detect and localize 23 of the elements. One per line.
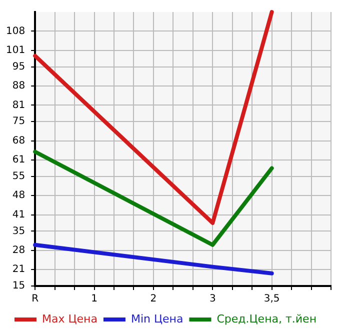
x-tick-label: 3,5 xyxy=(264,294,280,305)
x-tick-label: 2 xyxy=(150,294,157,305)
y-tick-label: 48 xyxy=(12,190,26,202)
x-tick-label: R xyxy=(32,294,39,305)
y-tick-label: 35 xyxy=(12,226,26,237)
legend-label: Min Цена xyxy=(130,312,184,326)
legend-label: Сред.Цена, т.йен xyxy=(216,312,317,326)
x-tick-label: 3 xyxy=(209,294,216,305)
y-tick-label: 21 xyxy=(12,264,26,276)
y-tick-label: 95 xyxy=(12,61,26,72)
y-tick-label: 101 xyxy=(6,44,26,56)
y-tick-label: 108 xyxy=(6,26,26,37)
y-tick-label: 75 xyxy=(12,116,26,128)
x-tick-label: 1 xyxy=(91,294,98,305)
y-tick-label: 61 xyxy=(12,154,26,166)
y-tick-label: 28 xyxy=(12,244,26,256)
y-tick-label: 55 xyxy=(12,170,26,182)
y-tick-label: 15 xyxy=(12,280,26,292)
y-tick-label: 41 xyxy=(12,209,26,220)
legend-label: Max Цена xyxy=(42,312,98,326)
y-tick-label: 81 xyxy=(12,100,26,111)
y-tick-label: 88 xyxy=(12,80,26,92)
y-tick-label: 68 xyxy=(12,135,26,146)
